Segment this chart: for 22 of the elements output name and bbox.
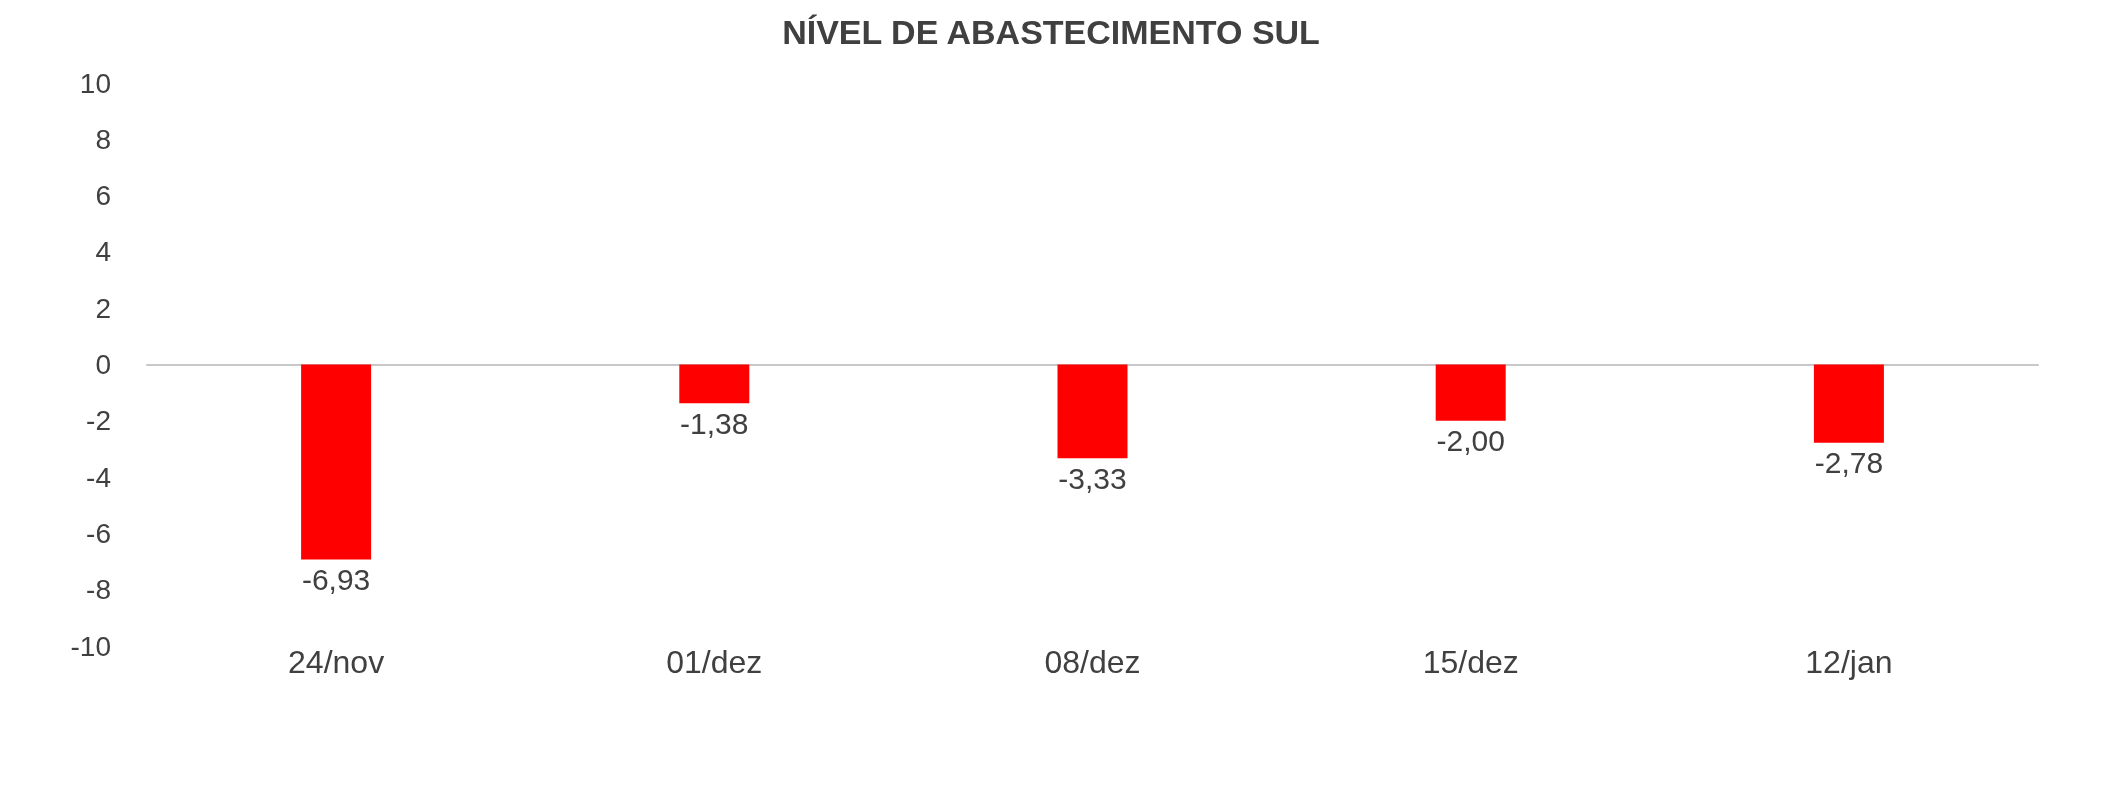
x-tick-label: 12/jan [1805, 644, 1893, 680]
data-label: -2,78 [1814, 446, 1884, 480]
y-tick-label: 2 [95, 292, 111, 324]
y-tick-label: 0 [95, 349, 111, 380]
x-tick-label: 08/dez [1044, 644, 1141, 680]
y-tick-label: -8 [86, 574, 111, 606]
y-tick-label: 6 [95, 180, 111, 212]
data-label: -6,93 [301, 563, 371, 597]
data-label: -2,00 [1436, 424, 1505, 458]
y-tick-label: 10 [79, 67, 111, 99]
chart-title: NÍVEL DE ABASTECIMENTO SUL [782, 13, 1320, 51]
data-label: -1,38 [680, 406, 749, 440]
y-tick-label: -10 [70, 630, 111, 662]
y-tick-label: 4 [95, 236, 111, 268]
x-tick-label: 15/dez [1422, 644, 1519, 680]
y-tick-label: -2 [86, 405, 111, 437]
x-tick-label: 01/dez [666, 644, 763, 680]
x-tick-label: 24/nov [288, 644, 385, 680]
data-label: -3,33 [1058, 461, 1127, 495]
y-tick-label: -4 [86, 461, 111, 493]
y-tick-label: 8 [95, 123, 111, 155]
y-tick-label: -6 [86, 517, 111, 549]
